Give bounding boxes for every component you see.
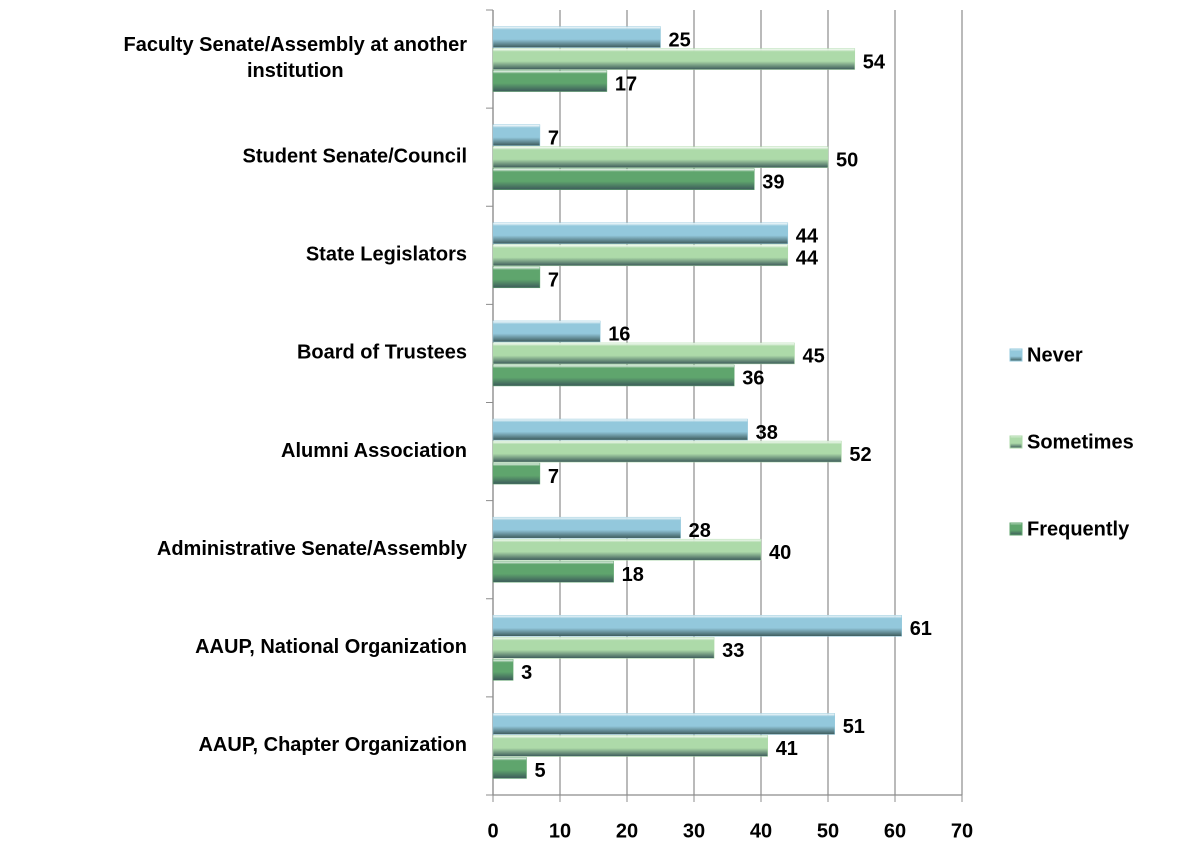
data-label: 54 [863,51,886,73]
bar [492,418,748,441]
x-tick-label: 10 [549,820,571,842]
data-label: 38 [756,422,778,444]
bar [492,637,715,659]
data-label: 17 [615,73,637,95]
data-label: 44 [796,226,819,248]
data-label: 25 [669,29,691,51]
data-label: 3 [521,662,532,684]
bar [492,615,902,637]
y-tick-label: State Legislators [306,244,467,266]
y-tick-label: AAUP, Chapter Organization [198,734,467,756]
bar [492,735,768,757]
data-label: 28 [689,520,711,542]
bar [492,124,541,146]
legend-label: Never [1027,344,1083,366]
legend-label: Frequently [1027,518,1130,540]
x-tick-label: 60 [884,820,906,842]
bar [492,266,541,289]
data-label: 45 [803,346,825,368]
legend-swatch [1009,435,1023,449]
data-label: 44 [796,248,819,270]
x-tick-label: 20 [616,820,638,842]
bar [492,222,789,245]
bar [492,440,842,463]
y-tick-label: AAUP, National Organization [195,636,467,658]
data-label: 7 [548,270,559,292]
bar [492,48,856,70]
x-tick-label: 40 [750,820,772,842]
legend-swatch [1009,522,1023,536]
data-label: 51 [843,716,865,738]
x-tick-label: 50 [817,820,839,842]
y-tick-label: Administrative Senate/Assembly [157,538,468,560]
data-label: 50 [836,149,858,171]
y-tick-label: Student Senate/Council [243,145,467,167]
data-label: 18 [622,564,644,586]
data-label: 41 [776,738,798,760]
bar [492,462,541,485]
bar [492,146,829,168]
y-tick-label: Board of Trustees [297,342,467,364]
x-tick-label: 30 [683,820,705,842]
data-label: 5 [535,760,546,782]
data-label: 36 [742,368,764,390]
data-label: 7 [548,127,559,149]
bar [492,26,661,48]
y-tick-label: Alumni Association [281,440,467,462]
bar [492,342,795,365]
x-tick-label: 70 [951,820,973,842]
bar [492,659,514,681]
bar [492,516,681,539]
bar [492,560,614,583]
data-label: 52 [849,444,871,466]
x-tick-label: 0 [487,820,498,842]
legend-label: Sometimes [1027,431,1134,453]
data-label: 39 [762,171,784,193]
data-label: 7 [548,466,559,488]
y-tick-label: Faculty Senate/Assembly at another instit… [124,34,468,82]
bar [492,757,527,779]
bar [492,364,735,387]
legend-swatch [1009,348,1023,362]
data-label: 61 [910,618,932,640]
bar [492,70,608,92]
bar [492,713,835,735]
bar [492,320,601,343]
data-label: 16 [608,324,630,346]
bar [492,538,762,561]
data-label: 40 [769,542,791,564]
bar [492,168,755,190]
bar [492,244,789,267]
data-label: 33 [722,640,744,662]
